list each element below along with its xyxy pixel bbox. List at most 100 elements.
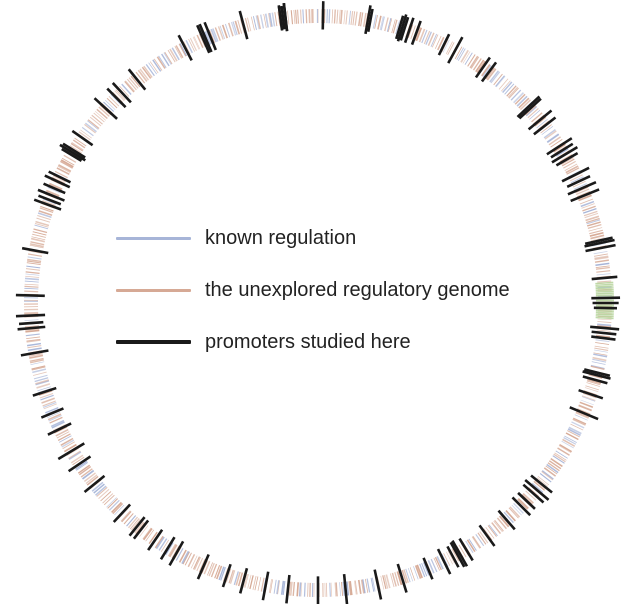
unexplored-genome-tick bbox=[46, 189, 60, 197]
promoter-mark bbox=[533, 116, 557, 136]
known-regulation-tick bbox=[158, 55, 167, 69]
unexplored-genome-tick bbox=[466, 539, 476, 553]
known-regulation-tick bbox=[268, 12, 273, 27]
unexplored-genome-tick bbox=[354, 580, 358, 595]
unexplored-genome-tick bbox=[391, 572, 397, 587]
promoter-mark bbox=[203, 21, 217, 51]
promoter-mark bbox=[517, 491, 536, 510]
unexplored-genome-tick bbox=[572, 418, 586, 426]
unexplored-genome-tick bbox=[149, 61, 159, 74]
unexplored-genome-tick bbox=[434, 556, 442, 571]
promoter-mark bbox=[396, 14, 408, 42]
unexplored-genome-tick bbox=[112, 92, 124, 103]
known-regulation-tick bbox=[464, 52, 473, 65]
unexplored-genome-tick bbox=[365, 578, 369, 593]
unexplored-genome-tick bbox=[544, 130, 557, 140]
promoter-mark bbox=[196, 553, 210, 580]
unexplored-genome-tick bbox=[30, 237, 45, 243]
promoter-mark bbox=[582, 375, 608, 385]
known-regulation-tick bbox=[37, 212, 52, 219]
known-regulation-tick bbox=[555, 450, 568, 459]
promoter-mark bbox=[591, 296, 621, 300]
unexplored-genome-tick bbox=[174, 46, 182, 59]
unexplored-genome-tick bbox=[86, 475, 99, 486]
promoter-mark bbox=[57, 442, 85, 461]
unexplored-genome-tick bbox=[594, 345, 609, 349]
known-regulation-tick bbox=[571, 421, 585, 429]
promoter-mark bbox=[261, 571, 270, 601]
unexplored-genome-tick bbox=[167, 49, 176, 63]
unexplored-genome-tick bbox=[477, 532, 487, 545]
highlight-region-tick bbox=[595, 288, 614, 292]
unexplored-genome-tick bbox=[486, 68, 497, 81]
promoter-mark bbox=[478, 524, 496, 547]
known-regulation-tick bbox=[580, 399, 594, 406]
known-regulation-tick bbox=[32, 368, 47, 374]
known-regulation-tick bbox=[165, 542, 174, 555]
unexplored-genome-tick bbox=[24, 290, 39, 293]
unexplored-genome-tick bbox=[89, 116, 102, 127]
unexplored-genome-tick bbox=[49, 182, 63, 190]
known-regulation-tick bbox=[456, 47, 465, 60]
unexplored-genome-tick bbox=[443, 553, 451, 566]
known-regulation-tick bbox=[224, 23, 231, 38]
known-regulation-tick bbox=[175, 548, 184, 561]
promoter-mark bbox=[112, 503, 132, 523]
known-regulation-tick bbox=[158, 538, 168, 551]
unexplored-genome-tick bbox=[305, 9, 308, 24]
unexplored-genome-tick bbox=[494, 519, 504, 532]
unexplored-genome-tick bbox=[24, 313, 39, 315]
unexplored-genome-tick bbox=[401, 569, 408, 584]
promoter-mark bbox=[591, 330, 617, 336]
unexplored-genome-tick bbox=[96, 486, 108, 497]
unexplored-genome-tick bbox=[357, 579, 362, 594]
unexplored-genome-tick bbox=[362, 12, 367, 27]
unexplored-genome-tick bbox=[57, 164, 71, 173]
promoter-mark bbox=[518, 97, 542, 120]
unexplored-genome-tick bbox=[36, 217, 51, 223]
unexplored-genome-tick bbox=[447, 42, 455, 56]
known-regulation-tick bbox=[546, 463, 559, 474]
promoter-mark bbox=[446, 545, 460, 568]
unexplored-genome-tick bbox=[485, 526, 495, 539]
unexplored-genome-tick bbox=[188, 38, 196, 52]
unexplored-genome-tick bbox=[596, 334, 611, 338]
promoter-mark bbox=[550, 142, 574, 159]
unexplored-genome-tick bbox=[201, 560, 208, 574]
known-regulation-tick bbox=[24, 319, 39, 321]
unexplored-genome-tick bbox=[24, 325, 39, 328]
unexplored-genome-tick bbox=[85, 474, 98, 485]
unexplored-genome-tick bbox=[578, 194, 592, 202]
unexplored-genome-tick bbox=[493, 73, 503, 86]
unexplored-genome-tick bbox=[247, 17, 252, 32]
unexplored-genome-tick bbox=[288, 581, 292, 596]
unexplored-genome-tick bbox=[94, 110, 106, 121]
unexplored-genome-tick bbox=[34, 222, 49, 228]
unexplored-genome-tick bbox=[349, 581, 353, 596]
promoter-mark bbox=[128, 516, 146, 537]
unexplored-genome-tick bbox=[221, 24, 228, 39]
unexplored-genome-tick bbox=[169, 544, 178, 558]
known-regulation-tick bbox=[58, 435, 72, 443]
unexplored-genome-tick bbox=[467, 54, 476, 67]
unexplored-genome-tick bbox=[505, 509, 516, 522]
known-regulation-tick bbox=[513, 92, 525, 104]
unexplored-genome-tick bbox=[51, 176, 66, 184]
known-regulation-tick bbox=[185, 39, 194, 54]
known-regulation-tick bbox=[504, 83, 515, 95]
unexplored-genome-tick bbox=[225, 568, 232, 583]
unexplored-genome-tick bbox=[27, 345, 42, 349]
unexplored-genome-tick bbox=[590, 237, 605, 242]
promoter-mark bbox=[238, 10, 249, 40]
unexplored-genome-tick bbox=[451, 548, 460, 562]
unexplored-genome-tick bbox=[26, 338, 41, 342]
promoter-mark bbox=[410, 20, 422, 46]
unexplored-genome-tick bbox=[433, 557, 440, 571]
known-regulation-tick bbox=[303, 582, 306, 597]
known-regulation-tick bbox=[380, 16, 385, 31]
unexplored-genome-tick bbox=[24, 285, 39, 288]
known-regulation-tick bbox=[81, 469, 95, 480]
promoter-mark bbox=[511, 496, 532, 517]
known-regulation-tick bbox=[48, 415, 62, 422]
known-regulation-tick bbox=[568, 426, 582, 435]
